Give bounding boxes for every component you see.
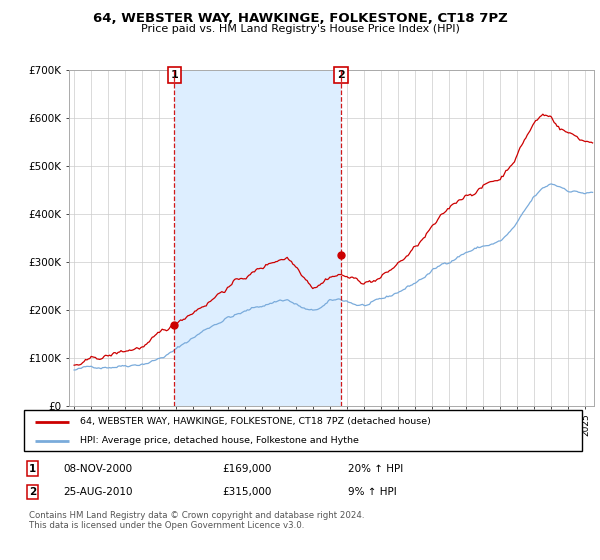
Text: £315,000: £315,000 xyxy=(222,487,271,497)
Text: 9% ↑ HPI: 9% ↑ HPI xyxy=(348,487,397,497)
Text: 64, WEBSTER WAY, HAWKINGE, FOLKESTONE, CT18 7PZ (detached house): 64, WEBSTER WAY, HAWKINGE, FOLKESTONE, C… xyxy=(80,417,431,426)
Text: 1: 1 xyxy=(29,464,36,474)
Text: 2: 2 xyxy=(29,487,36,497)
FancyBboxPatch shape xyxy=(24,410,582,451)
Text: 20% ↑ HPI: 20% ↑ HPI xyxy=(348,464,403,474)
Text: 64, WEBSTER WAY, HAWKINGE, FOLKESTONE, CT18 7PZ: 64, WEBSTER WAY, HAWKINGE, FOLKESTONE, C… xyxy=(92,12,508,25)
Text: Contains HM Land Registry data © Crown copyright and database right 2024.
This d: Contains HM Land Registry data © Crown c… xyxy=(29,511,364,530)
Text: £169,000: £169,000 xyxy=(222,464,271,474)
Text: 25-AUG-2010: 25-AUG-2010 xyxy=(63,487,133,497)
Text: 2: 2 xyxy=(337,70,345,80)
Text: 1: 1 xyxy=(170,70,178,80)
Text: HPI: Average price, detached house, Folkestone and Hythe: HPI: Average price, detached house, Folk… xyxy=(80,436,359,445)
Text: Price paid vs. HM Land Registry's House Price Index (HPI): Price paid vs. HM Land Registry's House … xyxy=(140,24,460,34)
Text: 08-NOV-2000: 08-NOV-2000 xyxy=(63,464,132,474)
